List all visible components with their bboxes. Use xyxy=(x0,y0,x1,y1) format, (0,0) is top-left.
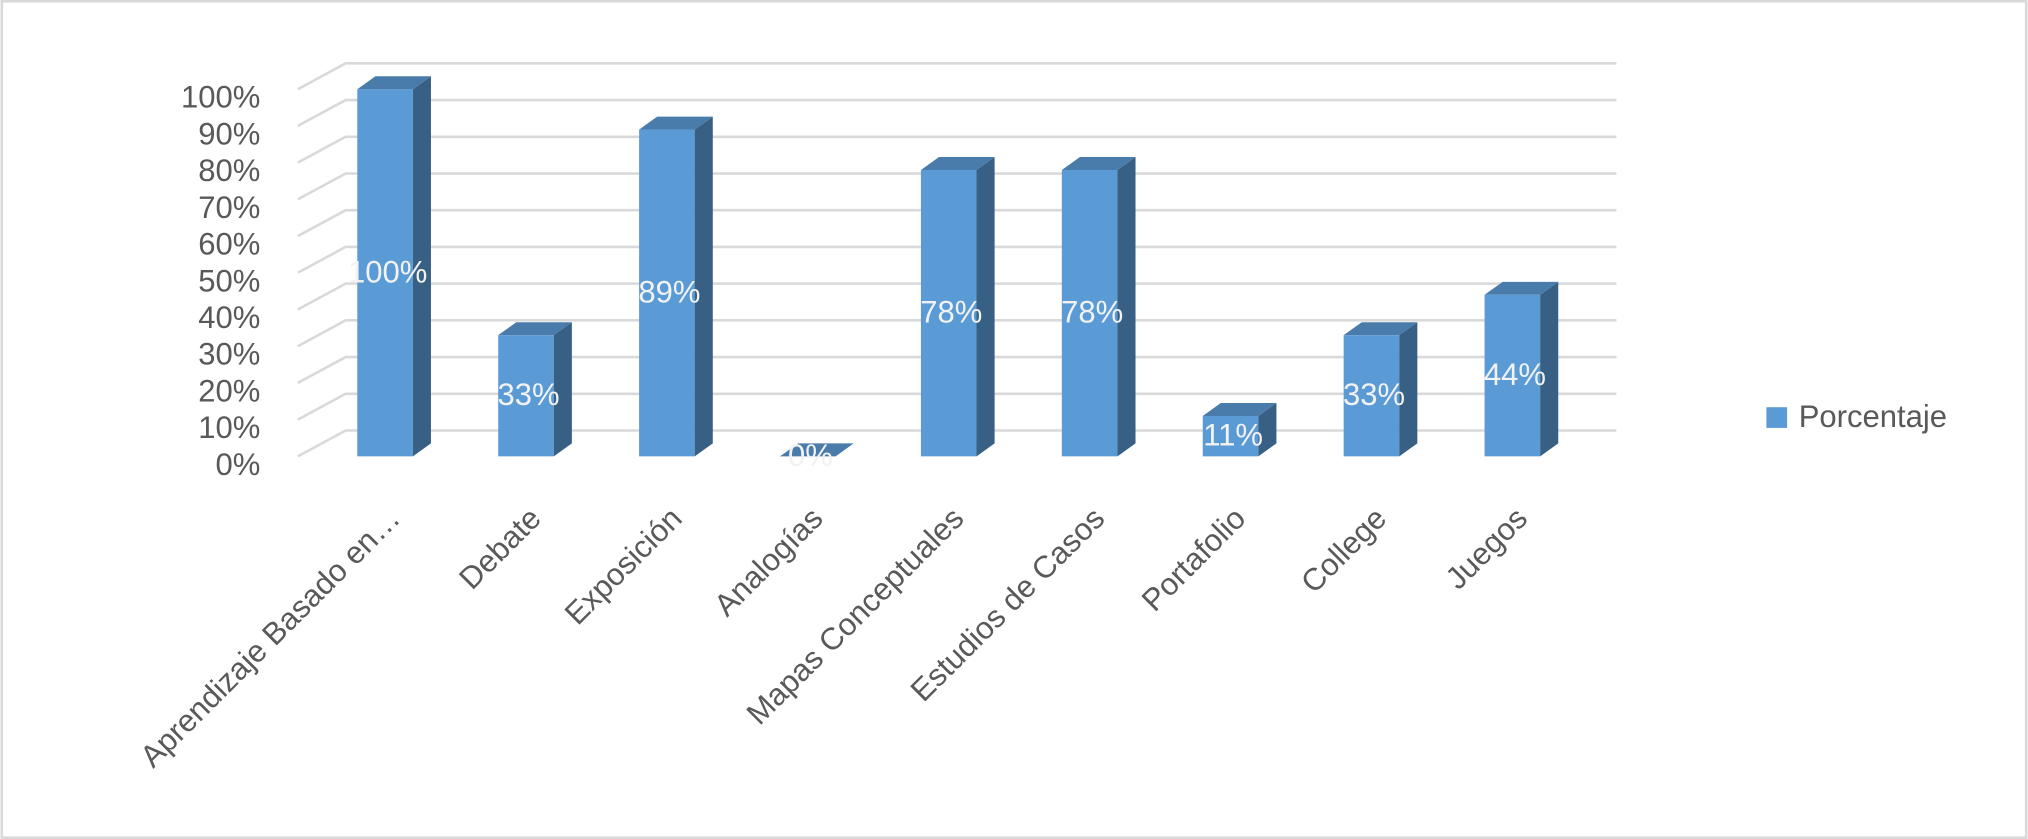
bar-front xyxy=(1202,415,1259,457)
grid-line xyxy=(297,319,1617,348)
bar-front xyxy=(1343,335,1400,457)
bar-top xyxy=(1061,157,1136,170)
bar-front xyxy=(639,129,695,457)
legend-swatch xyxy=(1766,407,1788,428)
bar-side xyxy=(976,157,995,457)
value-label: 100% xyxy=(348,254,427,289)
y-tick-label: 90% xyxy=(198,116,260,151)
value-label: 0% xyxy=(788,438,833,473)
y-tick-label: 40% xyxy=(198,300,260,335)
grid-line xyxy=(297,208,1617,238)
bar-front xyxy=(1484,294,1541,457)
bar-top xyxy=(1202,403,1277,416)
y-tick-label: 30% xyxy=(198,337,260,372)
bar-top xyxy=(639,116,713,130)
grid-line xyxy=(297,429,1617,458)
bar-top xyxy=(498,322,572,336)
value-label: 89% xyxy=(638,274,700,309)
bar-top xyxy=(1343,322,1418,336)
bar-side xyxy=(1540,281,1559,457)
value-label: 78% xyxy=(920,295,982,330)
y-tick-label: 20% xyxy=(198,373,260,408)
value-label: 33% xyxy=(498,377,560,412)
y-tick-label: 60% xyxy=(198,227,260,262)
bar-top xyxy=(1484,281,1559,295)
bar-front xyxy=(357,89,413,457)
grid-line xyxy=(297,355,1617,385)
grid-line xyxy=(297,62,1617,91)
grid-line xyxy=(297,282,1617,311)
y-tick-label: 100% xyxy=(181,80,260,115)
bar-side xyxy=(1399,322,1418,457)
y-tick-label: 70% xyxy=(198,190,260,225)
legend-label: Porcentaje xyxy=(1799,399,1947,434)
grid-line xyxy=(297,245,1617,274)
y-tick-label: 0% xyxy=(215,447,260,482)
grid-line xyxy=(297,392,1617,421)
bar-front xyxy=(920,169,977,457)
y-tick-label: 50% xyxy=(198,263,260,298)
grid-line xyxy=(297,98,1617,128)
grid-line xyxy=(297,172,1617,201)
y-tick-label: 10% xyxy=(198,410,260,445)
value-label: 78% xyxy=(1061,295,1123,330)
value-label: 44% xyxy=(1484,357,1546,392)
value-label: 33% xyxy=(1343,377,1405,412)
bar-side xyxy=(1258,403,1277,457)
grid-line xyxy=(297,135,1617,164)
value-label: 11% xyxy=(1203,418,1263,453)
bar-side xyxy=(694,116,713,457)
bar-front xyxy=(1061,169,1118,457)
bar-front xyxy=(498,335,554,457)
bar-side xyxy=(1117,157,1136,457)
bar-top xyxy=(780,443,854,457)
bar-top xyxy=(920,157,995,170)
y-tick-label: 80% xyxy=(198,153,260,188)
bar-top xyxy=(357,76,431,90)
bar-side xyxy=(412,76,431,457)
bar-side xyxy=(553,322,572,457)
